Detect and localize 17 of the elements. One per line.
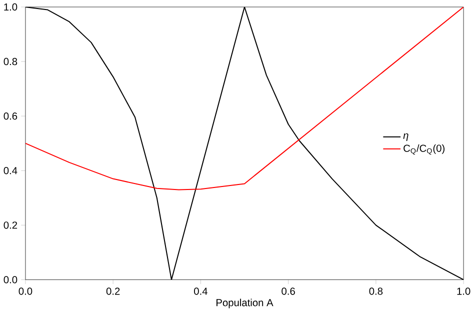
y-tick-label: 0.6 bbox=[4, 112, 18, 120]
x-tick-label: 0.0 bbox=[18, 288, 32, 296]
y-tick-label: 0.8 bbox=[4, 58, 18, 66]
legend-label: η bbox=[403, 134, 408, 142]
x-tick-label: 0.2 bbox=[106, 288, 120, 296]
line-series bbox=[25, 7, 464, 280]
x-tick-label: 0.8 bbox=[369, 288, 383, 296]
y-tick-label: 0.0 bbox=[4, 276, 18, 284]
x-tick-label: 0.4 bbox=[194, 288, 208, 296]
y-tick-label: 0.2 bbox=[4, 222, 18, 229]
x-axis-title: Population A bbox=[216, 298, 274, 308]
line-series bbox=[25, 7, 464, 190]
x-tick-label: 0.6 bbox=[282, 288, 295, 296]
x-tick-label: 1.0 bbox=[457, 288, 470, 296]
y-tick-label: 0.4 bbox=[4, 167, 18, 174]
y-tick-label: 1.0 bbox=[4, 4, 18, 11]
legend-label: C$_{Q}$/C$_{Q}$(0) bbox=[404, 144, 444, 155]
